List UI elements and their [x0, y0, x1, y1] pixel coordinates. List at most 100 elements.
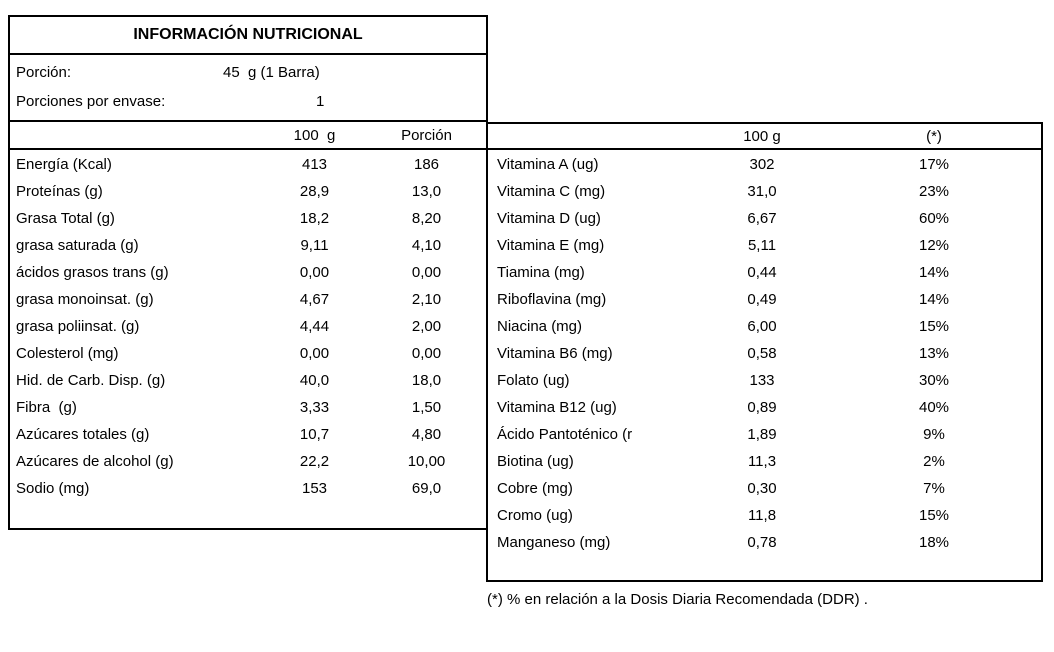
nutrient-per-portion-value: 8,20 [411, 210, 442, 227]
vitamin-per-100g-value: 302 [749, 156, 775, 173]
vitamin-ddr-percent: 14% [918, 291, 950, 308]
vitamin-per-100g-value: 0,30 [747, 480, 777, 497]
nutrient-row: Proteínas (g) 28,9 13,0 [10, 178, 486, 205]
vitamin-name: Cobre (mg) [497, 480, 573, 497]
vitamin-per-100g-value: 133 [749, 372, 775, 389]
vitamin-per-100g-value: 31,0 [747, 183, 777, 200]
vitamins-minerals-table: 100 g (*) Vitamina A (ug) 302 17% Vitami… [486, 122, 1043, 582]
vitamin-per-100g-value: 5,11 [747, 237, 777, 254]
vitamin-row: Vitamina C (mg) 31,0 23% [488, 178, 1041, 205]
nutrient-per-100g-value: 0,00 [299, 345, 330, 362]
nutrient-name: Sodio (mg) [16, 480, 90, 497]
serving-size-row: Porción: 45 g (1 Barra) [10, 63, 486, 83]
vitamin-name: Vitamina D (ug) [497, 210, 601, 227]
servings-per-package-label: Porciones por envase: [16, 92, 166, 110]
nutrient-per-portion-value: 186 [413, 156, 440, 173]
vitamin-per-100g-value: 0,89 [747, 399, 777, 416]
nutrient-per-portion-value: 0,00 [411, 345, 442, 362]
left-table-body: Energía (Kcal) 413 186 Proteínas (g) 28,… [10, 150, 486, 502]
vitamin-ddr-percent: 30% [918, 372, 950, 389]
vitamin-per-100g-value: 0,44 [747, 264, 777, 281]
vitamin-row: Vitamina A (ug) 302 17% [488, 151, 1041, 178]
nutrient-per-100g-value: 4,67 [299, 291, 330, 308]
serving-size-value: 45 g (1 Barra) [223, 64, 320, 82]
vitamin-ddr-percent: 23% [918, 183, 950, 200]
vitamin-row: Vitamina D (ug) 6,67 60% [488, 205, 1041, 232]
nutrient-per-portion-value: 1,50 [411, 399, 442, 416]
nutrient-row: Azúcares de alcohol (g) 22,2 10,00 [10, 448, 486, 475]
nutrient-name: grasa saturada (g) [16, 237, 139, 254]
vitamin-name: Niacina (mg) [497, 318, 583, 335]
nutrient-row: grasa poliinsat. (g) 4,44 2,00 [10, 313, 486, 340]
vitamin-name: Riboflavina (mg) [497, 291, 607, 308]
vitamin-per-100g-value: 0,58 [747, 345, 777, 362]
vitamin-name: Vitamina A (ug) [497, 156, 599, 173]
vitamin-name: Cromo (ug) [497, 507, 573, 524]
vitamin-ddr-percent: 18% [918, 534, 950, 551]
nutrient-row: Grasa Total (g) 18,2 8,20 [10, 205, 486, 232]
vitamin-ddr-percent: 13% [918, 345, 950, 362]
vitamin-ddr-percent: 15% [918, 318, 950, 335]
vitamin-row: Folato (ug) 133 30% [488, 367, 1041, 394]
vitamin-per-100g-value: 6,00 [747, 318, 777, 335]
servings-per-package-value: 1 [316, 92, 325, 110]
nutrient-per-portion-value: 4,10 [411, 237, 442, 254]
nutrient-row: Hid. de Carb. Disp. (g) 40,0 18,0 [10, 367, 486, 394]
vitamin-ddr-percent: 2% [923, 453, 945, 470]
vitamin-ddr-percent: 40% [918, 399, 950, 416]
serving-size-label: Porción: [16, 64, 72, 82]
nutrient-per-portion-value: 4,80 [411, 426, 442, 443]
right-table-body: Vitamina A (ug) 302 17% Vitamina C (mg) … [488, 150, 1041, 556]
vitamin-name: Vitamina B12 (ug) [497, 399, 617, 416]
left-table-column-headers: 100 g Porción [10, 122, 486, 150]
nutrient-row: Energía (Kcal) 413 186 [10, 151, 486, 178]
table-title: INFORMACIÓN NUTRICIONAL [10, 17, 486, 55]
nutrient-row: Azúcares totales (g) 10,7 4,80 [10, 421, 486, 448]
vitamin-name: Ácido Pantoténico (r [497, 426, 633, 443]
nutrient-row: grasa monoinsat. (g) 4,67 2,10 [10, 286, 486, 313]
nutrient-per-portion-value: 69,0 [411, 480, 442, 497]
vitamin-per-100g-value: 11,8 [747, 507, 777, 524]
nutrient-name: Azúcares totales (g) [16, 426, 150, 443]
servings-per-package-row: Porciones por envase: 1 [10, 92, 486, 112]
nutrient-name: Fibra (g) [16, 399, 77, 416]
nutrient-name: grasa poliinsat. (g) [16, 318, 140, 335]
left-table-header-100g: 100 g [293, 126, 336, 144]
nutrient-per-100g-value: 10,7 [299, 426, 330, 443]
nutrient-per-100g-value: 0,00 [299, 264, 330, 281]
nutrient-name: grasa monoinsat. (g) [16, 291, 154, 308]
vitamin-name: Manganeso (mg) [497, 534, 611, 551]
vitamin-per-100g-value: 0,49 [747, 291, 777, 308]
nutrient-row: Fibra (g) 3,33 1,50 [10, 394, 486, 421]
vitamin-ddr-percent: 15% [918, 507, 950, 524]
vitamin-ddr-percent: 7% [923, 480, 945, 497]
nutrient-per-100g-value: 22,2 [299, 453, 330, 470]
serving-info-section: Porción: 45 g (1 Barra) Porciones por en… [10, 55, 486, 122]
vitamin-per-100g-value: 6,67 [747, 210, 777, 227]
nutrient-per-100g-value: 40,0 [299, 372, 330, 389]
nutrient-per-portion-value: 2,00 [411, 318, 442, 335]
vitamin-name: Biotina (ug) [497, 453, 574, 470]
nutrient-name: Hid. de Carb. Disp. (g) [16, 372, 166, 389]
vitamin-row: Tiamina (mg) 0,44 14% [488, 259, 1041, 286]
main-nutrition-table: INFORMACIÓN NUTRICIONAL Porción: 45 g (1… [8, 15, 488, 530]
nutrient-per-portion-value: 18,0 [411, 372, 442, 389]
vitamin-name: Folato (ug) [497, 372, 570, 389]
nutrient-per-100g-value: 413 [301, 156, 328, 173]
nutrient-per-portion-value: 10,00 [407, 453, 446, 470]
vitamin-row: Vitamina B12 (ug) 0,89 40% [488, 394, 1041, 421]
nutrient-per-100g-value: 3,33 [299, 399, 330, 416]
vitamin-ddr-percent: 14% [918, 264, 950, 281]
nutrient-name: Proteínas (g) [16, 183, 103, 200]
vitamin-row: Niacina (mg) 6,00 15% [488, 313, 1041, 340]
right-table-header-100g: 100 g [743, 127, 781, 145]
ddr-footnote: (*) % en relación a la Dosis Diaria Reco… [487, 591, 868, 608]
vitamin-name: Vitamina B6 (mg) [497, 345, 613, 362]
nutrient-row: grasa saturada (g) 9,11 4,10 [10, 232, 486, 259]
nutrient-per-portion-value: 13,0 [411, 183, 442, 200]
nutrient-row: Colesterol (mg) 0,00 0,00 [10, 340, 486, 367]
nutrient-per-100g-value: 4,44 [299, 318, 330, 335]
vitamin-name: Vitamina E (mg) [497, 237, 605, 254]
vitamin-per-100g-value: 1,89 [747, 426, 777, 443]
